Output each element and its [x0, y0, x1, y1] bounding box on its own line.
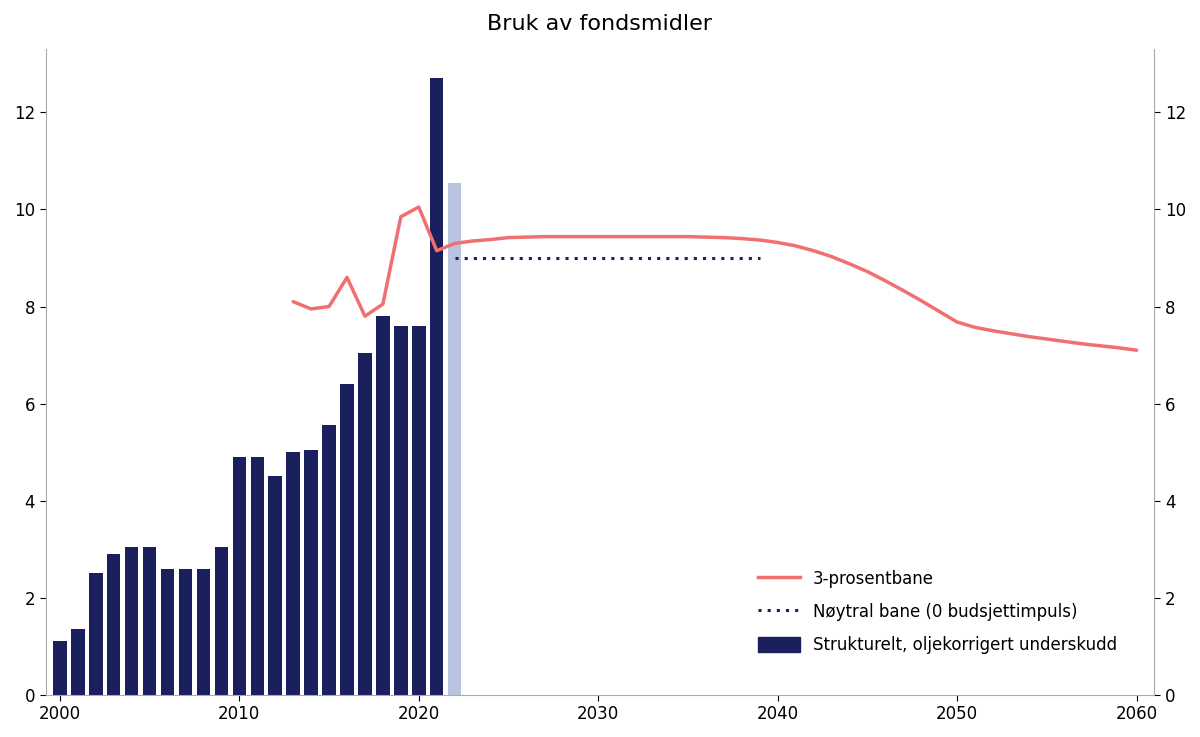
Bar: [376, 316, 390, 695]
Bar: [251, 457, 264, 695]
Bar: [197, 568, 210, 695]
Bar: [323, 425, 336, 695]
Title: Bruk av fondsmidler: Bruk av fondsmidler: [487, 14, 713, 34]
Bar: [269, 476, 282, 695]
Legend: 3-prosentbane, Nøytral bane (0 budsjettimpuls), Strukturelt, oljekorrigert under: 3-prosentbane, Nøytral bane (0 budsjetti…: [751, 563, 1124, 660]
Bar: [143, 547, 156, 695]
Bar: [215, 547, 228, 695]
Bar: [448, 183, 461, 695]
Bar: [305, 450, 318, 695]
Bar: [412, 326, 426, 695]
Bar: [287, 452, 300, 695]
Bar: [359, 352, 372, 695]
Bar: [71, 629, 84, 695]
Bar: [107, 554, 120, 695]
Bar: [233, 457, 246, 695]
Bar: [89, 573, 102, 695]
Bar: [53, 641, 67, 695]
Bar: [430, 78, 444, 695]
Bar: [161, 568, 174, 695]
Bar: [125, 547, 138, 695]
Bar: [394, 326, 408, 695]
Bar: [179, 568, 192, 695]
Bar: [341, 384, 354, 695]
